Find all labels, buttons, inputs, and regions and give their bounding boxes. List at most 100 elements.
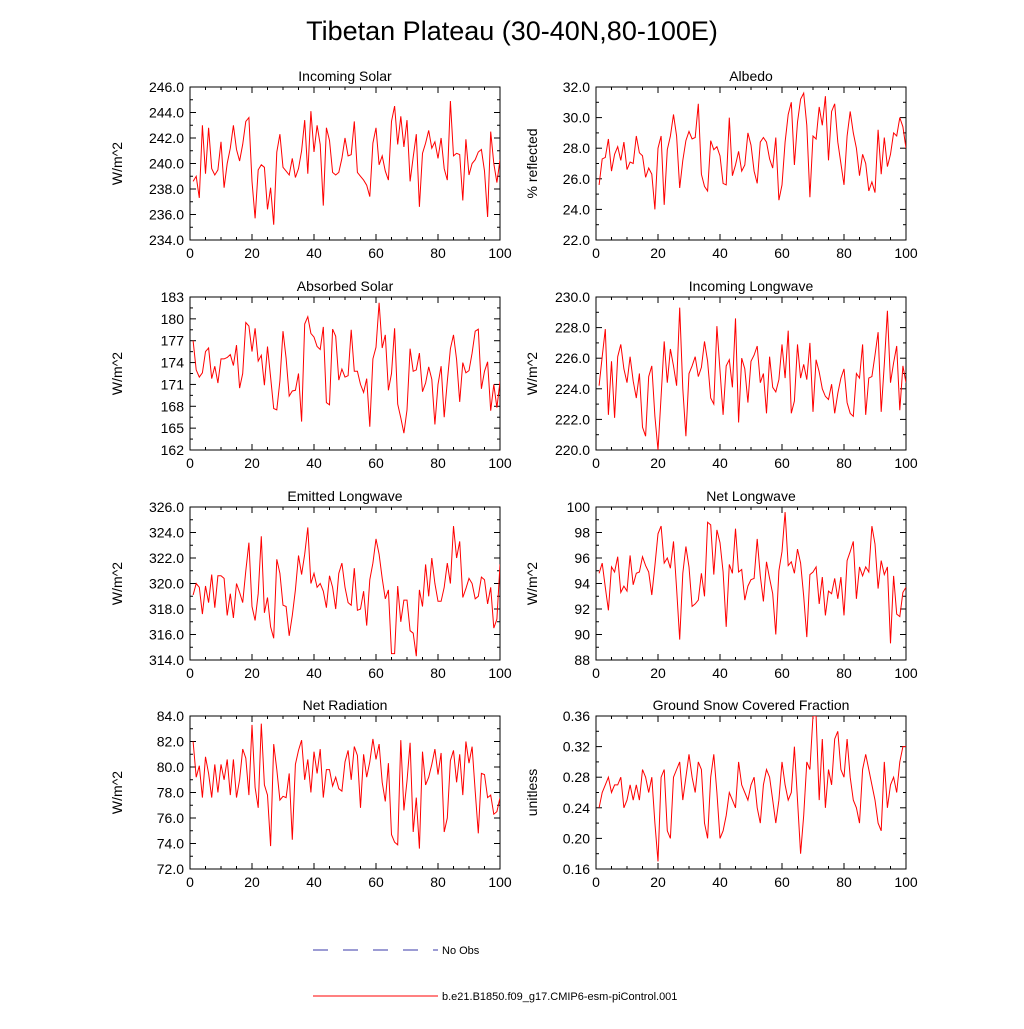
panel-albedo: Albedo % reflected 0 20 40 60 80 100 22.0 24.0 26.… <box>524 68 918 261</box>
chart-title: Incoming Longwave <box>689 278 814 294</box>
x-tick-label: 20 <box>244 455 260 471</box>
y-tick-label: 76.0 <box>157 810 184 826</box>
y-tick-label: 242.0 <box>149 130 184 146</box>
series-line <box>598 716 906 862</box>
y-tick-label: 26.0 <box>563 171 590 187</box>
series-line <box>192 302 500 434</box>
plot-frame <box>595 506 907 661</box>
y-tick-label: 226.0 <box>555 350 590 366</box>
legend-model-label: b.e21.B1850.f09_g17.CMIP6-esm-piControl.… <box>442 991 677 1003</box>
y-tick-label: 30.0 <box>563 110 590 126</box>
x-tick-label: 100 <box>488 455 512 471</box>
series-line <box>598 307 906 450</box>
x-tick-label: 80 <box>836 874 852 890</box>
x-tick-label: 80 <box>836 245 852 261</box>
y-tick-label: 236.0 <box>149 207 184 223</box>
x-tick-label: 100 <box>894 245 918 261</box>
y-tick-label: 180 <box>161 311 185 327</box>
panel-incoming-longwave: Incoming Longwave W/m^2 0 20 40 60 80 100 220.0 2… <box>524 278 918 471</box>
x-tick-label: 60 <box>774 245 790 261</box>
y-tick-label: 74.0 <box>157 836 184 852</box>
y-tick-label: 0.36 <box>563 708 590 724</box>
y-axis-label: W/m^2 <box>109 771 125 814</box>
y-tick-label: 0.32 <box>563 739 590 755</box>
y-tick-label: 240.0 <box>149 156 184 172</box>
y-tick-label: 314.0 <box>149 652 184 668</box>
plot-frame <box>595 86 907 241</box>
x-tick-label: 0 <box>592 874 600 890</box>
x-tick-label: 100 <box>488 665 512 681</box>
y-tick-label: 24.0 <box>563 201 590 217</box>
y-tick-label: 222.0 <box>555 411 590 427</box>
x-tick-label: 60 <box>368 665 384 681</box>
y-axis-label: W/m^2 <box>524 562 540 605</box>
panel-emitted-longwave: Emitted Longwave W/m^2 0 20 40 60 80 100 314.0 31… <box>109 488 512 681</box>
series-line <box>192 723 500 849</box>
x-tick-label: 0 <box>186 245 194 261</box>
y-tick-label: 96 <box>574 550 590 566</box>
y-tick-label: 72.0 <box>157 861 184 877</box>
y-tick-label: 84.0 <box>157 708 184 724</box>
x-tick-label: 20 <box>650 665 666 681</box>
plot-frame <box>189 296 501 451</box>
chart-title: Albedo <box>729 68 773 84</box>
y-tick-label: 316.0 <box>149 627 184 643</box>
x-tick-label: 0 <box>592 245 600 261</box>
panel-absorbed-solar: Absorbed Solar W/m^2 0 20 40 60 80 100 162 165 168… <box>109 278 512 471</box>
x-tick-label: 60 <box>368 245 384 261</box>
y-axis-label: W/m^2 <box>109 352 125 395</box>
x-tick-label: 40 <box>306 665 322 681</box>
y-tick-label: 171 <box>161 376 185 392</box>
x-tick-label: 0 <box>186 455 194 471</box>
y-tick-label: 320.0 <box>149 576 184 592</box>
x-tick-label: 100 <box>894 665 918 681</box>
y-axis-label: W/m^2 <box>109 142 125 185</box>
legend: No Obs b.e21.B1850.f09_g17.CMIP6-esm-piC… <box>313 945 677 1003</box>
x-tick-label: 80 <box>430 665 446 681</box>
y-tick-label: 80.0 <box>157 759 184 775</box>
chart-title: Net Radiation <box>303 697 388 713</box>
legend-obs-label: No Obs <box>442 945 480 957</box>
y-axis-label: unitless <box>524 769 540 816</box>
x-tick-label: 40 <box>712 665 728 681</box>
y-tick-label: 220.0 <box>555 442 590 458</box>
y-tick-label: 318.0 <box>149 601 184 617</box>
x-tick-label: 100 <box>894 455 918 471</box>
x-tick-label: 20 <box>650 455 666 471</box>
y-tick-label: 326.0 <box>149 499 184 515</box>
y-tick-label: 28.0 <box>563 140 590 156</box>
x-tick-label: 0 <box>592 455 600 471</box>
y-axis-label: W/m^2 <box>524 352 540 395</box>
x-tick-label: 0 <box>186 665 194 681</box>
y-tick-label: 165 <box>161 420 185 436</box>
chart-title: Net Longwave <box>706 488 796 504</box>
y-tick-label: 162 <box>161 442 185 458</box>
y-tick-label: 78.0 <box>157 785 184 801</box>
x-tick-label: 60 <box>774 874 790 890</box>
x-tick-label: 40 <box>712 245 728 261</box>
y-tick-label: 228.0 <box>555 320 590 336</box>
y-tick-label: 168 <box>161 398 185 414</box>
x-tick-label: 60 <box>368 874 384 890</box>
y-tick-label: 324.0 <box>149 525 184 541</box>
x-tick-label: 60 <box>368 455 384 471</box>
y-tick-label: 32.0 <box>563 79 590 95</box>
chart-title: Incoming Solar <box>298 68 392 84</box>
y-tick-label: 244.0 <box>149 105 184 121</box>
x-tick-label: 40 <box>306 874 322 890</box>
x-tick-label: 20 <box>650 874 666 890</box>
x-tick-label: 80 <box>836 665 852 681</box>
page-title: Tibetan Plateau (30-40N,80-100E) <box>306 16 718 46</box>
x-tick-label: 80 <box>430 455 446 471</box>
y-tick-label: 100 <box>567 499 591 515</box>
x-tick-label: 0 <box>592 665 600 681</box>
plot-frame <box>595 715 907 870</box>
x-tick-label: 20 <box>244 665 260 681</box>
y-tick-label: 90 <box>574 627 590 643</box>
chart-title: Absorbed Solar <box>297 278 394 294</box>
y-tick-label: 0.16 <box>563 861 590 877</box>
y-tick-label: 224.0 <box>555 381 590 397</box>
y-tick-label: 94 <box>574 576 590 592</box>
series-line <box>598 91 906 210</box>
